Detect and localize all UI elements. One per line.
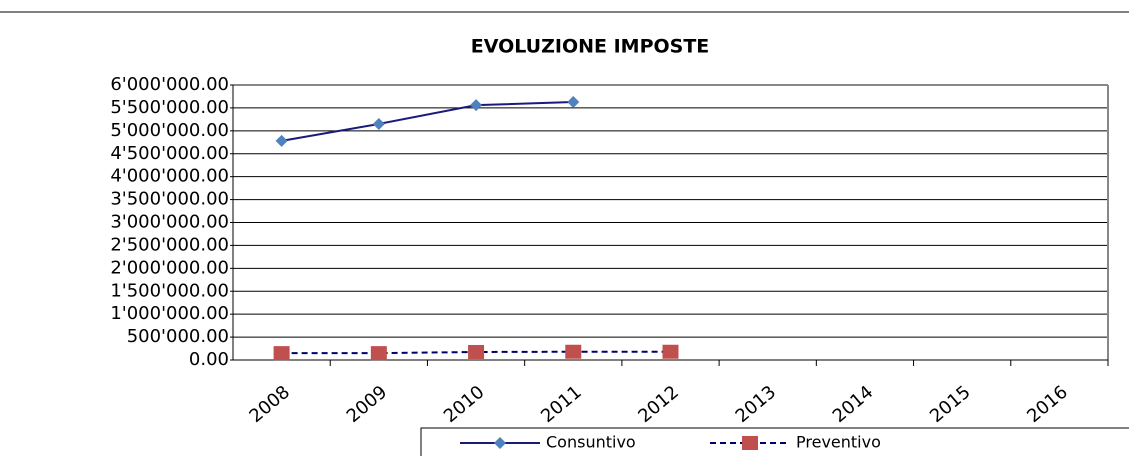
y-tick-label: 4'500'000.00 xyxy=(110,143,229,164)
x-tick-label: 2013 xyxy=(732,382,781,428)
x-tick-label: 2012 xyxy=(634,382,683,428)
y-tick-label: 2'500'000.00 xyxy=(110,234,229,255)
x-tick-label: 2011 xyxy=(537,382,586,428)
point xyxy=(275,134,288,147)
x-tick-label: 2016 xyxy=(1023,382,1072,428)
x-tick-label: 2010 xyxy=(440,382,489,428)
x-tick-label: 2014 xyxy=(829,382,878,428)
x-tick-label: 2008 xyxy=(245,382,294,428)
y-tick-label: 1'000'000.00 xyxy=(110,303,229,324)
y-tick-label: 1'500'000.00 xyxy=(110,280,229,301)
legend-marker xyxy=(742,436,758,450)
y-tick-label: 3'000'000.00 xyxy=(110,212,229,233)
y-tick-label: 2'000'000.00 xyxy=(110,257,229,278)
point xyxy=(372,117,385,130)
point xyxy=(273,346,290,361)
y-tick-label: 0.00 xyxy=(189,349,229,370)
point xyxy=(370,346,387,361)
series-line xyxy=(281,100,574,142)
y-tick-label: 6'000'000.00 xyxy=(110,74,229,95)
y-tick-label: 500'000.00 xyxy=(127,326,229,347)
y-tick-label: 4'000'000.00 xyxy=(110,166,229,187)
point xyxy=(470,99,483,112)
y-tick-label: 5'500'000.00 xyxy=(110,97,229,118)
legend-label: Preventivo xyxy=(796,433,881,452)
point xyxy=(468,344,485,359)
legend-marker xyxy=(494,437,506,449)
x-tick-label: 2009 xyxy=(343,382,392,428)
y-tick-label: 5'000'000.00 xyxy=(110,120,229,141)
point xyxy=(565,344,582,359)
legend-box xyxy=(420,427,1129,456)
x-tick-label: 2015 xyxy=(926,382,975,428)
chart-title: EVOLUZIONE IMPOSTE xyxy=(471,36,710,58)
point xyxy=(567,95,580,108)
y-tick-label: 3'500'000.00 xyxy=(110,189,229,210)
point xyxy=(662,344,679,359)
legend-label: Consuntivo xyxy=(546,433,636,452)
